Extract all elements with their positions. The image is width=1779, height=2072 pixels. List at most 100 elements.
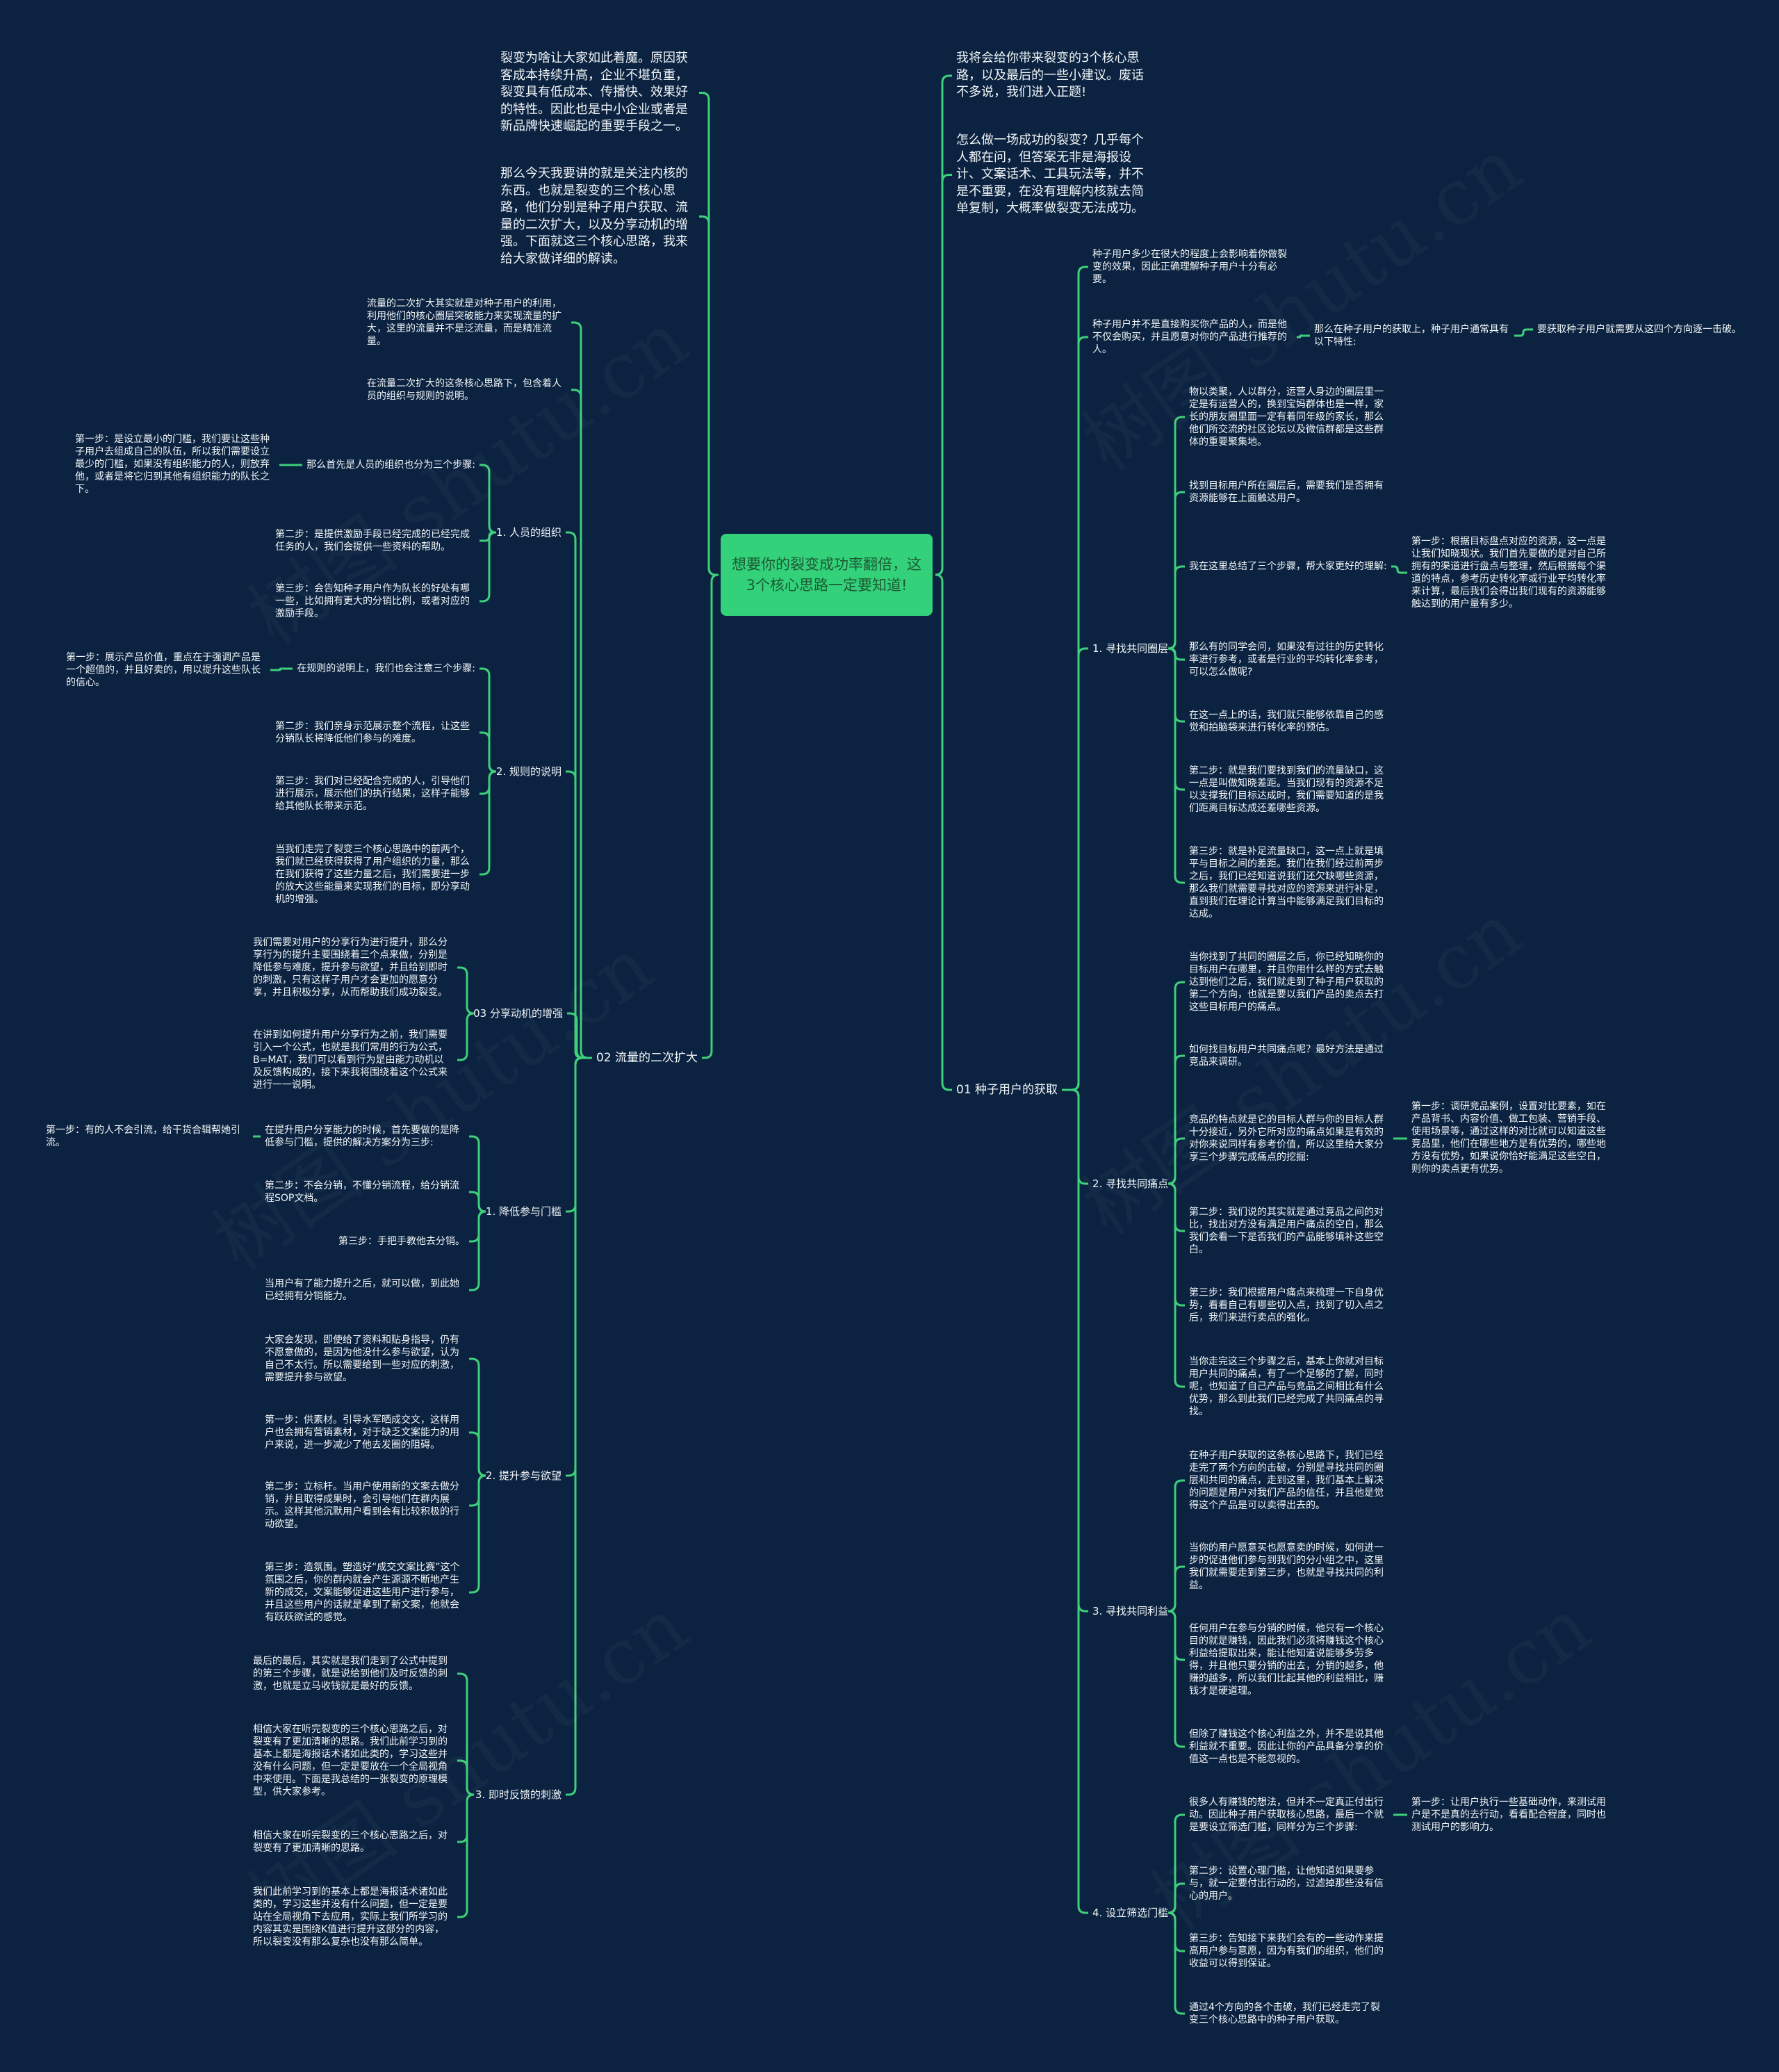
topic-text[interactable]: 第二步：立标杆。当用户使用新的文案去做分销，并且取得成果时，会引导他们在群内展示… [265,1481,459,1530]
topic-text[interactable]: 第三步：手把手教他去分销。 [338,1236,465,1247]
branch-topic[interactable]: 4. 设立筛选门槛 [1092,1907,1169,1919]
topic-text[interactable]: 当你走完这三个步骤之后，基本上你就对目标用户共同的痛点，有了一个足够的了解，同时… [1189,1356,1384,1417]
topic-text[interactable]: 最后的最后，其实就是我们走到了公式中提到的第三个步骤，就是说给到他们及时反馈的刺… [253,1656,448,1692]
topic-text[interactable]: 相信大家在听完裂变的三个核心思路之后，对裂变有了更加清晰的思路。我们此前学习到的… [253,1724,448,1797]
topic-text[interactable]: 我们此前学习到的基本上都是海报话术诸如此类的，学习这些并没有什么问题，但一定是要… [253,1886,448,1948]
topic-text[interactable]: 那么有的同学会问，如果没有过往的历史转化率进行参考，或者是行业的平均转化率参考，… [1189,642,1384,678]
branch-topic[interactable]: 3. 寻找共同利益 [1092,1605,1169,1617]
topic-text[interactable]: 种子用户并不是直接购买你产品的人，而是他不仅会购买，并且愿意对你的产品进行推荐的… [1092,319,1287,355]
main-connector [935,174,952,576]
branch-connector [479,770,497,795]
topic-text[interactable]: 第二步：就是我们要找到我们的流量缺口，这一点是叫做知晓差距。当我们现有的资源不足… [1189,765,1384,814]
branch-connector [469,1474,486,1594]
topic-text[interactable]: 物以类聚，人以群分，运营人身边的圈层里一定是有运营人的，换到宝妈群体也是一样，家… [1189,386,1384,448]
branch-topic[interactable]: 1. 人员的组织 [495,526,561,539]
topic-text[interactable]: 流量的二次扩大其实就是对种子用户的利用，利用他们的核心圈层突破能力来实现流量的扩… [367,298,561,347]
branch-topic[interactable]: 03 分享动机的增强 [473,1007,563,1020]
topic-text[interactable]: 在规则的说明上，我们也会注意三个步骤: [297,663,475,674]
topic-text[interactable]: 在讲到如何提升用户分享行为之前，我们需要引入一个公式，也就是我们常用的行为公式，… [253,1029,448,1091]
topic-text[interactable]: 第一步：调研竞品案例，设置对比要素，如在产品背书、内容价值、做工包装、营销手段、… [1411,1101,1606,1175]
topic-text[interactable]: 找到目标用户所在圈层后，需要我们是否拥有资源能够在上面触达用户。 [1189,480,1384,504]
topic-text[interactable]: 第三步：我们对已经配合完成的人，引导他们进行展示，展示他们的执行结果，这样子能够… [275,776,470,812]
topic-text[interactable]: 在种子用户获取的这条核心思路下，我们已经走完了两个方向的击破，分别是寻找共同的圈… [1189,1450,1384,1511]
topic-text[interactable]: 当你找到了共同的圈层之后，你已经知晓你的目标用户在哪里，并且你用什么样的方式去触… [1189,952,1384,1013]
topic-text[interactable]: 第三步：造氛围。塑造好“成交文案比赛”这个氛围之后，你的群内就会产生源源不断地产… [265,1562,460,1623]
topic-text[interactable]: 当你的用户愿意买也愿意卖的时候，如何进一步的促进他们参与到我们的分小组之中，这里… [1189,1542,1384,1591]
topic-text[interactable]: 第二步：是提供激励手段已经完成的已经完成任务的人，我们会提供一些资料的帮助。 [275,529,470,553]
branch-connector [469,1210,486,1291]
topic-text[interactable]: 在流量二次扩大的这条核心思路下，包含着人员的组织与规则的说明。 [367,378,561,402]
topic-text[interactable]: 第二步：我们亲身示范展示整个流程，让这些分销队长将降低他们参与的难度。 [275,721,470,744]
main-connector [935,74,952,576]
topic-text[interactable]: 第二步：设置心理门槛，让他知道如果要参与，就一定要付出行动的，过滤掉那些没有信心… [1189,1866,1384,1902]
branch-connector [1167,647,1185,791]
branch-topic[interactable]: 01 种子用户的获取 [956,1083,1058,1097]
branch-topic[interactable]: 1. 降低参与门槛 [485,1205,561,1218]
topic-text[interactable]: 第三步：告知接下来我们会有的一些动作来提高用户参与意愿，因为有我们的组织，他们的… [1189,1933,1384,1969]
topic-text[interactable]: 大家会发现，即使给了资料和贴身指导，仍有不愿意做的，是因为他没什么参与欲望，认为… [265,1335,459,1383]
branch-connector [1167,1610,1185,1748]
branch-topic[interactable]: 02 流量的二次扩大 [596,1051,698,1065]
branch-connector [479,731,497,773]
main-connector [935,573,952,1091]
topic-text[interactable]: 相信大家在听完裂变的三个核心思路之后，对裂变有了更加清晰的思路。 [253,1830,448,1854]
topic-text[interactable]: 怎么做一场成功的裂变？几乎每个人都在问，但答案无非是海报设计、文案话术、工具玩法… [956,133,1144,215]
topic-text[interactable]: 任何用户在参与分销的时候，他只有一个核心目的就是赚钱，因此我们必须将赚钱这个核心… [1189,1623,1384,1697]
branch-topic[interactable]: 2. 规则的说明 [495,765,561,778]
topic-text[interactable]: 第三步：我们根据用户痛点来梳理一下自身优势，看看自己有哪些切入点，找到了切入点之… [1189,1287,1384,1323]
branch-connector [270,667,293,671]
topic-text[interactable]: 第二步：我们说的其实就是通过竞品之间的对比，找出对方没有满足用户痛点的空白，那么… [1189,1207,1384,1255]
topic-text[interactable]: 第一步：让用户执行一些基础动作，来测试用户是不是真的去行动，看看配合程度，同时也… [1411,1797,1606,1833]
topic-text[interactable]: 但除了赚钱这个核心利益之外，并不是说其他利益就不重要。因此让你的产品具备分享的价… [1189,1729,1384,1765]
branch-connector [479,531,494,542]
branch-topic[interactable]: 1. 寻找共同圈层 [1092,642,1169,655]
branch-connector [479,770,497,876]
topic-text[interactable]: 我在这里总结了三个步骤，帮大家更好的理解: [1189,561,1387,572]
topic-text[interactable]: 要获取种子用户就需要从这四个方向逐一击破。 [1537,324,1741,335]
branch-topic[interactable]: 3. 即时反馈的刺激 [475,1788,561,1801]
branch-topic[interactable]: 2. 提升参与欲望 [485,1469,561,1482]
branch-connector [1167,1479,1185,1613]
central-topic[interactable]: 想要你的裂变成功率翻倍，这3个核心思路一定要知道! [721,534,933,616]
branch-connector [1514,328,1533,337]
topic-text[interactable]: 在提升用户分享能力的时候，首先要做的是降低参与门槛，提供的解决方案分为三步: [265,1125,459,1148]
topic-text[interactable]: 如何找目标用户共同痛点呢？最好方法是通过竞品来调研。 [1189,1044,1384,1068]
topic-text[interactable]: 当用户有了能力提升之后，就可以做，到此她已经拥有分销能力。 [265,1278,459,1302]
branch-connector [469,1357,486,1477]
branch-connector [1062,1088,1088,1914]
branch-topic[interactable]: 2. 寻找共同痛点 [1092,1177,1169,1190]
topic-text[interactable]: 第一步：有的人不会引流，给干货合辑帮她引流。 [46,1125,240,1148]
branch-connector [1169,647,1185,661]
branch-connector [566,1057,592,1213]
topic-text[interactable]: 竞品的特点就是它的目标人群与你的目标人群十分接近，另外它所对应的痛点如果是有效的… [1189,1114,1384,1163]
topic-text[interactable]: 裂变为啥让大家如此着魔。原因获客成本持续升高，企业不堪负重，裂变具有低成本、传播… [500,51,688,133]
topic-text[interactable]: 第一步：展示产品价值，重点在于强调产品是一个超值的，并且好卖的，用以提升这些队长… [66,652,261,688]
branch-connector [469,1135,486,1213]
branch-connector [1167,491,1185,650]
branch-connector [1167,647,1185,723]
topic-text[interactable]: 第一步：是设立最小的门槛，我们要让这些种子用户去组成自己的队伍，所以我们需要设立… [75,434,270,495]
branch-connector [479,667,497,773]
topic-text[interactable]: 我将会给你带来裂变的3个核心思路，以及最后的一些小建议。废话不多说，我们进入正题… [956,51,1144,99]
branch-connector [479,531,497,603]
topic-text[interactable]: 第二步：不会分销，不懂分销流程，给分销流程SOP文档。 [265,1180,459,1204]
main-connector [699,92,716,576]
branch-connector [1167,565,1185,650]
topic-text[interactable]: 很多人有赚钱的想法，但并不一定真正付出行动。因此种子用户获取核心思路，最后一个就… [1189,1797,1384,1833]
topic-text[interactable]: 第一步：根据目标盘点对应的资源，这一点是让我们知晓现状。我们首先要做的是对自己所… [1411,536,1606,610]
branch-connector [566,1057,592,1477]
topic-text[interactable]: 第一步：供素材。引导水军晒成交文，这样用户也会拥有营销素材，对于缺乏文案能力的用… [265,1414,459,1451]
branch-connector [1391,565,1407,574]
topic-text[interactable]: 那么今天我要讲的就是关注内核的东西。也就是裂变的三个核心思路，他们分别是种子用户… [500,166,688,266]
topic-text[interactable]: 我们需要对用户的分享行为进行提升，那么分享行为的提升主要围绕着三个点来做，分别是… [253,937,448,998]
topic-text[interactable]: 那么首先是人员的组织也分为三个步骤: [306,459,475,471]
branch-connector [1167,1565,1185,1613]
topic-text[interactable]: 在这一点上的话，我们就只能够依靠自己的感觉和拍脑袋来进行转化率的预估。 [1189,710,1384,733]
topic-text[interactable]: 种子用户多少在很大的程度上会影响着你做裂变的效果，因此正确理解种子用户十分有必要… [1092,249,1287,285]
topic-text[interactable]: 第三步：就是补足流量缺口，这一点上就是填平与目标之间的差距。我们在我们经过前两步… [1189,846,1384,920]
topic-text[interactable]: 通过4个方向的各个击破，我们已经走完了裂变三个核心思路中的种子用户获取。 [1189,2002,1380,2025]
topic-text[interactable]: 第三步：会告知种子用户作为队长的好处有哪一些，比如拥有更大的分销比例，或者对应的… [275,583,470,619]
topic-text[interactable]: 那么在种子用户的获取上，种子用户通常具有以下特性: [1314,324,1509,348]
topic-text[interactable]: 当我们走完了裂变三个核心思路中的前两个，我们就已经获得获得了用户组织的力量，那么… [275,844,470,905]
branch-connector [469,1474,486,1507]
